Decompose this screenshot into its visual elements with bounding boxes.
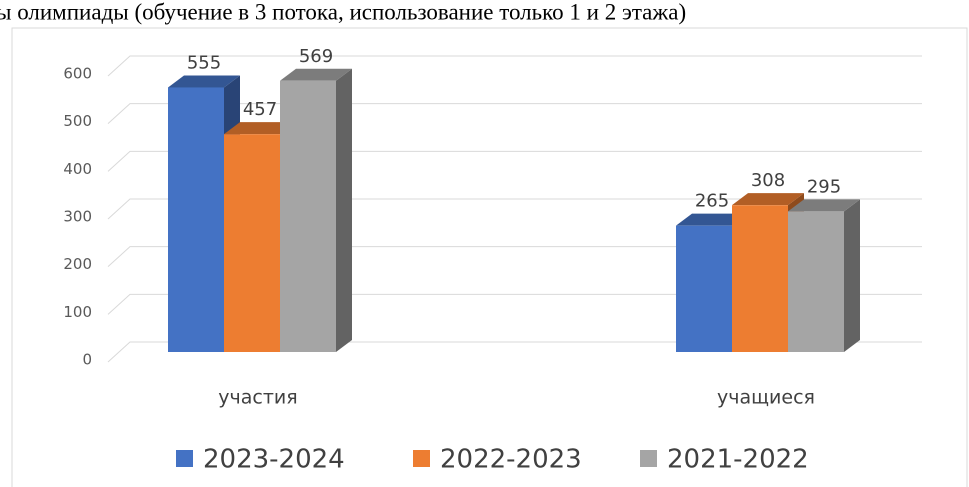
chart-title: ы олимпиады (обучение в 3 потока, исполь… (0, 0, 686, 24)
data-label: 295 (807, 176, 841, 197)
y-tick-label: 0 (82, 351, 92, 369)
legend-swatch (413, 450, 430, 467)
bar-front (676, 225, 732, 352)
grid-line (107, 55, 922, 77)
data-label: 308 (751, 170, 785, 191)
grid-line (107, 246, 922, 268)
bar-front (732, 205, 788, 352)
x-tick-label: участия (218, 387, 297, 409)
bar-front (168, 87, 224, 352)
data-label: 457 (243, 99, 277, 120)
y-tick-label: 200 (63, 255, 92, 273)
bar-top (168, 75, 240, 88)
grid-line (107, 103, 922, 125)
bar-top (676, 213, 748, 226)
y-tick-label: 400 (63, 160, 92, 178)
bar-top (224, 122, 296, 135)
legend-label: 2022-2023 (440, 445, 582, 475)
legend-label: 2021-2022 (667, 445, 809, 475)
legend-label: 2023-2024 (203, 445, 345, 475)
chart-frame (11, 27, 968, 487)
bar-top (732, 193, 804, 206)
bar (280, 68, 352, 352)
bar-side (844, 199, 860, 352)
grid-line (107, 150, 922, 172)
bar-top (280, 68, 352, 81)
data-label: 569 (299, 46, 333, 67)
y-tick-label: 500 (63, 112, 92, 130)
legend-swatch (176, 450, 193, 467)
bar-side (336, 68, 352, 352)
data-label: 265 (695, 191, 729, 212)
grid-line (107, 341, 922, 363)
grid-line (107, 198, 922, 220)
y-tick-label: 600 (63, 65, 92, 83)
bar-front (788, 211, 844, 352)
x-tick-label: учащиеся (717, 387, 815, 409)
bar (788, 199, 860, 352)
y-tick-label: 300 (63, 208, 92, 226)
data-label: 555 (187, 52, 221, 73)
legend-swatch (640, 450, 657, 467)
y-tick-label: 100 (63, 303, 92, 321)
grid-line (107, 293, 922, 315)
bar-top (788, 199, 860, 212)
bar-front (224, 134, 280, 352)
bar-front (280, 80, 336, 352)
